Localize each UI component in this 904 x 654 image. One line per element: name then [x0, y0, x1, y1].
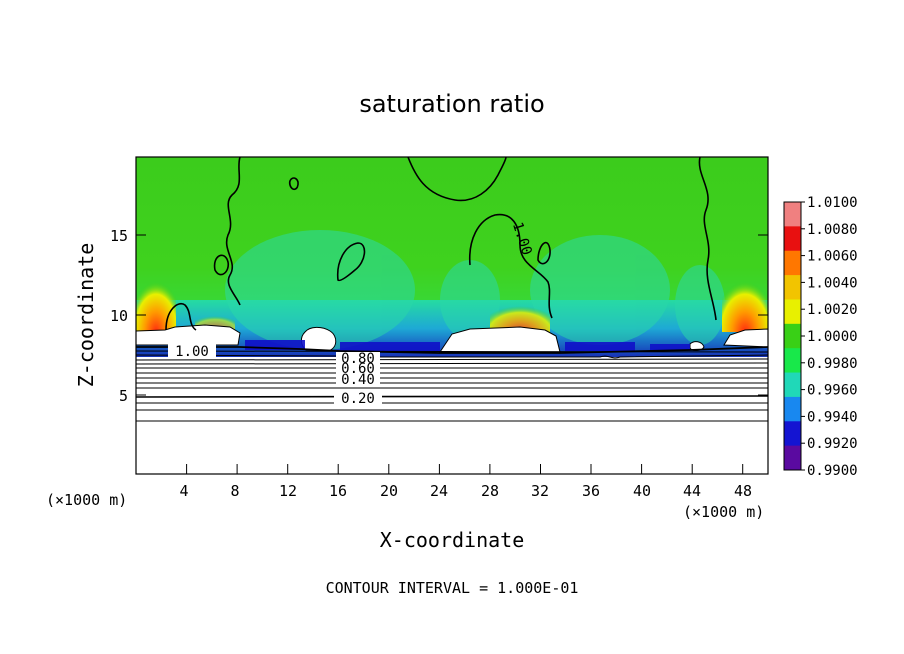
contour-lines-lower [136, 346, 768, 422]
colorbar-swatch [784, 275, 801, 300]
x-axis [186, 464, 744, 474]
colorbar-label: 1.0040 [807, 275, 858, 291]
x-tick-label: 12 [279, 482, 297, 500]
x-tick-label: 8 [230, 482, 239, 500]
colorbar-label: 1.0060 [807, 249, 858, 265]
contour-label: 0.60 [341, 361, 375, 377]
cyan-plumes [225, 230, 725, 350]
colorbar-swatch [784, 250, 801, 276]
field-lower [136, 357, 768, 474]
y-tick-label: 5 [119, 387, 128, 405]
colorbar-label: 0.9940 [807, 409, 858, 425]
colorbar-swatch [784, 372, 801, 398]
x-tick-label: 36 [582, 482, 600, 500]
cloud-white-regions [136, 324, 768, 353]
colorbar: 1.0100 1.0080 1.0060 1.0040 1.0020 1.0000 0.99… [783, 195, 858, 479]
contour-label: 0.20 [341, 391, 375, 407]
x-tick-label: 48 [734, 482, 752, 500]
contour-label: 0.80 [341, 351, 375, 367]
contour-interval-note: CONTOUR INTERVAL = 1.000E-01 [326, 579, 579, 597]
y-tick-label: 10 [110, 307, 128, 325]
colorbar-swatch [784, 299, 801, 325]
x-tick-label: 24 [430, 482, 448, 500]
x-tick-label: 44 [683, 482, 701, 500]
contour-lines-upper [165, 157, 717, 331]
plot-area: 1.00 1.00 0.80 0.60 0.40 0.20 [136, 157, 768, 474]
contour-label: 1.00 [175, 344, 209, 360]
colorbar-label: 1.0080 [807, 222, 858, 238]
x-tick-label: 32 [531, 482, 549, 500]
x-tick-label: 4 [179, 482, 188, 500]
x-tick-label: 40 [633, 482, 651, 500]
x-tick-label: 20 [380, 482, 398, 500]
x-unit-left: (×1000 m) [46, 491, 127, 509]
colorbar-label: 0.9980 [807, 356, 858, 372]
colorbar-label: 0.9960 [807, 383, 858, 399]
colorbar-swatch [784, 226, 801, 252]
chart-title: saturation ratio [359, 90, 544, 118]
colorbar-label: 0.9900 [807, 463, 858, 479]
colorbar-swatch [784, 323, 801, 349]
dark-blue-streaks [245, 340, 690, 351]
colorbar-label: 0.9920 [807, 436, 858, 452]
colorbar-label: 1.0100 [807, 195, 858, 211]
colorbar-swatch [784, 421, 801, 447]
colorbar-swatch [784, 348, 801, 374]
colorbar-swatch [784, 202, 801, 227]
x-unit-right: (×1000 m) [683, 503, 764, 521]
y-axis [136, 234, 768, 396]
contour-label: 0.40 [341, 372, 375, 388]
x-tick-label: 16 [329, 482, 347, 500]
y-tick-label: 15 [110, 227, 128, 245]
colorbar-swatch [784, 396, 801, 422]
x-tick-label: 28 [481, 482, 499, 500]
x-axis-label: X-coordinate [380, 528, 525, 552]
colorbar-label: 1.0000 [807, 329, 858, 345]
y-axis-label: Z-coordinate [74, 243, 98, 388]
colorbar-swatch [784, 445, 801, 471]
colorbar-label: 1.0020 [807, 302, 858, 318]
